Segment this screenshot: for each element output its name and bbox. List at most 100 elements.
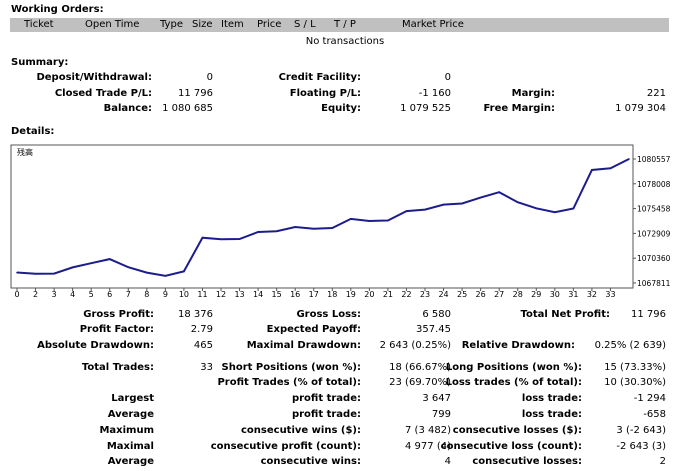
col-item[interactable]: Item (221, 19, 244, 30)
maximal-drawdown-value: 2 643 (0.25%) (379, 340, 451, 351)
deposit-value: 0 (206, 72, 213, 83)
col-sl[interactable]: S / L (294, 19, 316, 30)
working-orders-header: Ticket Open Time Type Size Item Price S … (10, 18, 669, 32)
margin-value: 221 (646, 88, 666, 99)
max-cons-wins-label: consecutive wins ($): (240, 425, 361, 436)
short-positions-value: 18 (66.67%) (389, 362, 451, 373)
data-point (127, 266, 130, 269)
data-point (34, 273, 37, 275)
x-tick-label: 21 (383, 290, 393, 299)
col-type[interactable]: Type (160, 19, 183, 30)
x-tick-label: 2 (33, 290, 38, 299)
total-net-profit-label: Total Net Profit: (520, 309, 610, 320)
avg-cons-losses-value: 2 (659, 456, 666, 467)
maximal-cons-profit-label: consecutive profit (count): (210, 441, 361, 452)
x-tick-label: 14 (253, 290, 263, 299)
relative-drawdown-value: 0.25% (2 639) (594, 340, 666, 351)
x-tick-label: 19 (346, 290, 356, 299)
data-point (164, 275, 167, 277)
data-point (183, 270, 185, 273)
loss-trades-label: Loss trades (% of total): (445, 377, 582, 388)
data-point (609, 167, 612, 170)
data-point (628, 158, 630, 160)
data-point (71, 266, 74, 269)
max-cons-losses-label: consecutive losses ($): (452, 425, 582, 436)
x-tick-label: 23 (420, 290, 430, 299)
credit-label: Credit Facility: (278, 72, 361, 83)
free-margin-value: 1 079 304 (615, 103, 666, 114)
total-net-profit-value: 11 796 (631, 309, 666, 320)
balance-chart: 残高 0 2 3 4 5 6 7 8 9 10 11 12 13 14 15 16 17 18 19 20 21 22 23… (10, 144, 671, 299)
floating-label: Floating P/L: (289, 88, 361, 99)
data-point (16, 271, 18, 274)
data-point (275, 230, 278, 232)
relative-drawdown-label: Relative Drawdown: (461, 340, 575, 351)
data-point (479, 196, 482, 199)
x-tick-label: 15 (272, 290, 282, 299)
x-tick-label: 5 (89, 290, 94, 299)
details-title: Details: (11, 126, 55, 137)
floating-value: -1 160 (418, 88, 451, 99)
equity-value: 1 079 525 (400, 103, 451, 114)
data-point (461, 202, 463, 205)
profit-trades-value: 23 (69.70%) (389, 377, 451, 388)
margin-label: Margin: (511, 88, 555, 99)
y-tick-label: 1078008 (637, 180, 671, 189)
avg-cons-wins-label: consecutive wins: (260, 456, 361, 467)
average-label: Average (107, 409, 154, 420)
working-orders-title: Working Orders: (11, 4, 104, 15)
total-trades-value: 33 (200, 362, 213, 373)
closed-trade-label: Closed Trade P/L: (54, 88, 152, 99)
data-point (350, 218, 352, 220)
avg-cons-wins-value: 4 (444, 456, 451, 467)
data-point (312, 227, 315, 230)
maximal-cons-profit-value: 4 977 (4) (405, 441, 451, 452)
largest-loss-value: -1 294 (633, 393, 666, 404)
data-point (220, 238, 222, 241)
absolute-drawdown-label: Absolute Drawdown: (37, 340, 154, 351)
y-tick-label: 1070360 (637, 254, 671, 263)
profit-factor-value: 2.79 (190, 324, 213, 335)
col-price[interactable]: Price (257, 19, 282, 30)
data-point (201, 236, 204, 239)
total-trades-label: Total Trades: (81, 362, 154, 373)
data-point (238, 238, 241, 240)
col-size[interactable]: Size (192, 19, 213, 30)
col-tp[interactable]: T / P (334, 19, 356, 30)
balance-label: Balance: (103, 103, 152, 114)
col-ticket[interactable]: Ticket (24, 19, 54, 30)
data-point (90, 262, 92, 264)
maximal-drawdown-label: Maximal Drawdown: (246, 340, 361, 351)
x-tick-label: 16 (290, 290, 300, 299)
largest-label: Largest (111, 393, 154, 404)
average-loss-value: -658 (643, 409, 666, 420)
data-point (535, 207, 538, 210)
summary-title: Summary: (11, 57, 69, 68)
data-point (387, 219, 389, 222)
data-point (368, 220, 371, 222)
x-tick-label: 18 (327, 290, 337, 299)
col-open-time[interactable]: Open Time (85, 19, 140, 30)
expected-payoff-value: 357.45 (416, 324, 451, 335)
average-loss-label: loss trade: (521, 409, 582, 420)
gross-profit-value: 18 376 (178, 309, 213, 320)
no-transactions-text: No transactions (305, 36, 385, 47)
max-cons-losses-value: 3 (-2 643) (616, 425, 666, 436)
data-point (294, 226, 296, 228)
short-positions-label: Short Positions (won %): (221, 362, 361, 373)
largest-profit-value: 3 647 (422, 393, 451, 404)
col-market-price[interactable]: Market Price (402, 19, 464, 30)
data-point (572, 207, 575, 210)
y-tick-label: 1072909 (637, 229, 671, 238)
maximal-label: Maximal (106, 441, 154, 452)
x-tick-label: 29 (531, 290, 541, 299)
avg-cons-losses-label: consecutive losses: (472, 456, 582, 467)
x-tick-label: 31 (568, 290, 578, 299)
x-tick-label: 9 (163, 290, 168, 299)
profit-factor-label: Profit Factor: (79, 324, 154, 335)
long-positions-label: Long Positions (won %): (445, 362, 582, 373)
data-point (146, 271, 148, 274)
series-label: 残高 (17, 147, 33, 157)
x-tick-label: 32 (587, 290, 597, 299)
loss-trades-value: 10 (30.30%) (604, 377, 666, 388)
